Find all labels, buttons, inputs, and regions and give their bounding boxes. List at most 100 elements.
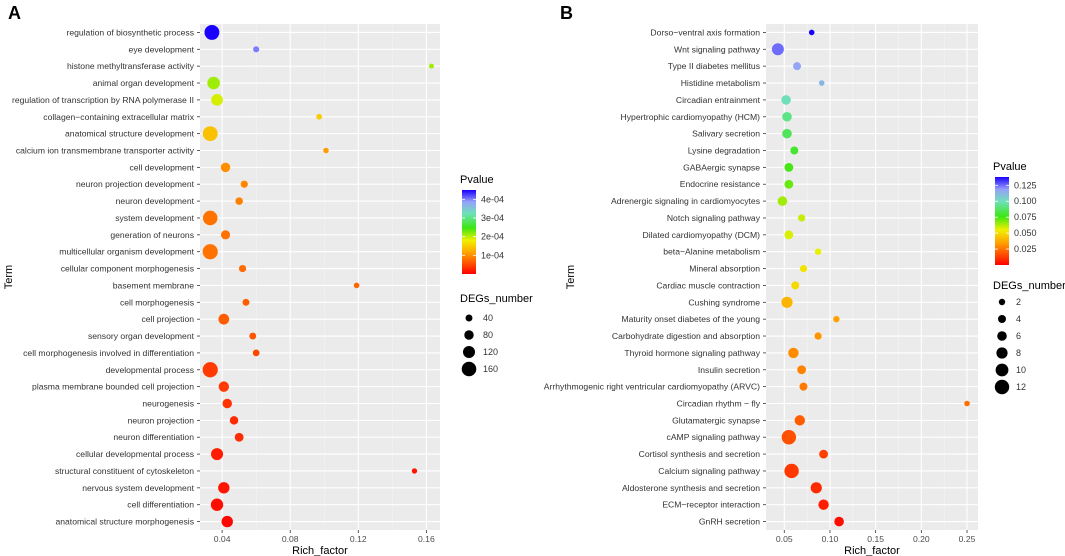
size-legend-key <box>461 361 477 377</box>
x-tick-label: 0.15 <box>867 534 884 544</box>
data-point: Dorso−ventral axis formation <box>808 29 815 36</box>
term-label: neuron differentiation <box>113 432 194 442</box>
data-point: nervous system development <box>218 482 230 494</box>
size-legend-label: 10 <box>1016 365 1026 375</box>
data-point: sensory organ development <box>249 332 257 340</box>
term-label: cell morphogenesis <box>120 297 194 307</box>
term-label: regulation of biosynthetic process <box>66 27 194 37</box>
term-label: system development <box>115 213 194 223</box>
color-legend-label: 3e-04 <box>481 213 504 223</box>
data-point: Cortisol synthesis and secretion <box>819 449 828 459</box>
data-point: generation of neurons <box>220 230 231 240</box>
size-legend-label: 4 <box>1016 314 1021 324</box>
color-legend-label: 0.025 <box>1014 244 1037 254</box>
term-label: generation of neurons <box>110 230 194 240</box>
data-point: Adrenergic signaling in cardiomyocytes <box>777 196 788 206</box>
color-legend-label: 0.075 <box>1014 212 1037 222</box>
data-point: cell morphogenesis <box>242 298 250 306</box>
data-point: Wnt signaling pathway <box>771 43 784 56</box>
size-legend-title: DEGs_number <box>993 280 1065 292</box>
term-label: Hypertrophic cardiomyopathy (HCM) <box>621 112 761 122</box>
term-label: Wnt signaling pathway <box>674 44 761 54</box>
data-point: collagen−containing extracellular matrix <box>316 113 323 120</box>
y-axis-title: Term <box>3 265 15 289</box>
data-point: cellular component morphogenesis <box>238 264 247 273</box>
data-point: multicellular organism development <box>202 244 218 260</box>
color-legend-title: Pvalue <box>993 161 1027 173</box>
color-legend-label: 4e-04 <box>481 194 504 204</box>
x-tick-label: 0.16 <box>418 534 435 544</box>
panel-b: B 0.05 0.10 0.15 0.20 0.25 Rich_factor Term Dors… <box>544 3 1065 556</box>
x-axis-title: Rich_factor <box>844 545 900 556</box>
x-axis-title: Rich_factor <box>292 545 348 556</box>
color-legend-label: 2e-04 <box>481 232 504 242</box>
term-label: cell projection <box>141 314 194 324</box>
data-point: cAMP signaling pathway <box>781 430 797 445</box>
y-axis-title: Term <box>565 265 577 289</box>
data-point: Calcium signaling pathway <box>784 463 799 479</box>
term-label: Carbohydrate digestion and absorption <box>612 331 760 341</box>
data-point: Aldosterone synthesis and secretion <box>810 482 822 494</box>
data-point: Insulin secretion <box>797 365 807 375</box>
term-label: Notch signaling pathway <box>667 213 761 223</box>
term-label: Dilated cardiomyopathy (DCM) <box>643 230 761 240</box>
data-point: cell morphogenesis involved in different… <box>252 349 260 357</box>
size-legend-key <box>996 347 1008 359</box>
size-legend-key <box>998 298 1006 306</box>
x-tick-label: 0.08 <box>282 534 299 544</box>
size-legend-label: 8 <box>1016 348 1021 358</box>
data-point: cell differentiation <box>210 498 224 511</box>
size-legend-key <box>462 345 476 359</box>
panel-a: A 0.04 0.08 0.12 0.16 Rich_factor Term regulati… <box>3 3 533 556</box>
size-legend-key <box>995 363 1009 377</box>
size-legend-key <box>997 331 1007 341</box>
data-point: histone methyltransferase activity <box>428 63 434 69</box>
data-point: anatomical structure development <box>202 126 218 142</box>
data-point: plasma membrane bounded cell projection <box>218 381 230 392</box>
term-label: Cushing syndrome <box>688 297 760 307</box>
data-point: Circadian rhythm − fly <box>964 400 970 407</box>
data-point: GABAergic synapse <box>784 162 794 172</box>
data-point: Glutamatergic synapse <box>794 415 806 426</box>
size-legend-label: 80 <box>483 330 493 340</box>
data-point: cell development <box>220 162 231 173</box>
data-point: anatomical structure morphogenesis <box>221 515 233 528</box>
data-point: Type II diabetes mellitus <box>793 62 802 71</box>
data-point: neurogenesis <box>222 398 232 409</box>
data-point: Carbohydrate digestion and absorption <box>814 332 822 340</box>
color-legend-label: 0.125 <box>1014 180 1037 190</box>
data-point: Cushing syndrome <box>781 296 793 308</box>
size-legend-key <box>994 379 1010 395</box>
term-label: regulation of transcription by RNA polym… <box>12 95 194 105</box>
size-legend-label: 40 <box>483 313 493 323</box>
term-label: cell differentiation <box>127 500 194 510</box>
data-point: Hypertrophic cardiomyopathy (HCM) <box>782 111 792 122</box>
data-point: regulation of transcription by RNA polym… <box>211 94 223 106</box>
data-point: regulation of biosynthetic process <box>204 24 220 40</box>
color-bar <box>462 190 476 274</box>
term-label: Circadian entrainment <box>676 95 761 105</box>
size-legend-key <box>465 314 473 322</box>
data-point: neuron development <box>235 197 243 205</box>
term-label: Aldosterone synthesis and secretion <box>622 483 760 493</box>
data-point: basement membrane <box>353 282 360 289</box>
data-point: calcium ion transmembrane transporter ac… <box>323 147 329 154</box>
term-label: Circadian rhythm − fly <box>677 399 761 409</box>
term-label: Histidine metabolism <box>681 78 760 88</box>
size-legend-label: 120 <box>483 347 498 357</box>
term-label: basement membrane <box>113 280 194 290</box>
data-point: Thyroid hormone signaling pathway <box>788 347 799 359</box>
term-label: beta−Alanine metabolism <box>663 247 760 257</box>
x-tick-label: 0.12 <box>350 534 367 544</box>
term-label: Calcium signaling pathway <box>658 466 760 476</box>
term-label: anatomical structure morphogenesis <box>55 517 194 527</box>
data-point: ECM−receptor interaction <box>818 499 829 510</box>
size-legend-label: 2 <box>1016 297 1021 307</box>
data-point: neuron projection <box>229 416 239 425</box>
term-label: Adrenergic signaling in cardiomyocytes <box>611 196 760 206</box>
term-label: nervous system development <box>82 483 194 493</box>
term-label: neuron projection development <box>76 179 195 189</box>
term-label: GnRH secretion <box>699 517 760 527</box>
size-legend-label: 6 <box>1016 331 1021 341</box>
